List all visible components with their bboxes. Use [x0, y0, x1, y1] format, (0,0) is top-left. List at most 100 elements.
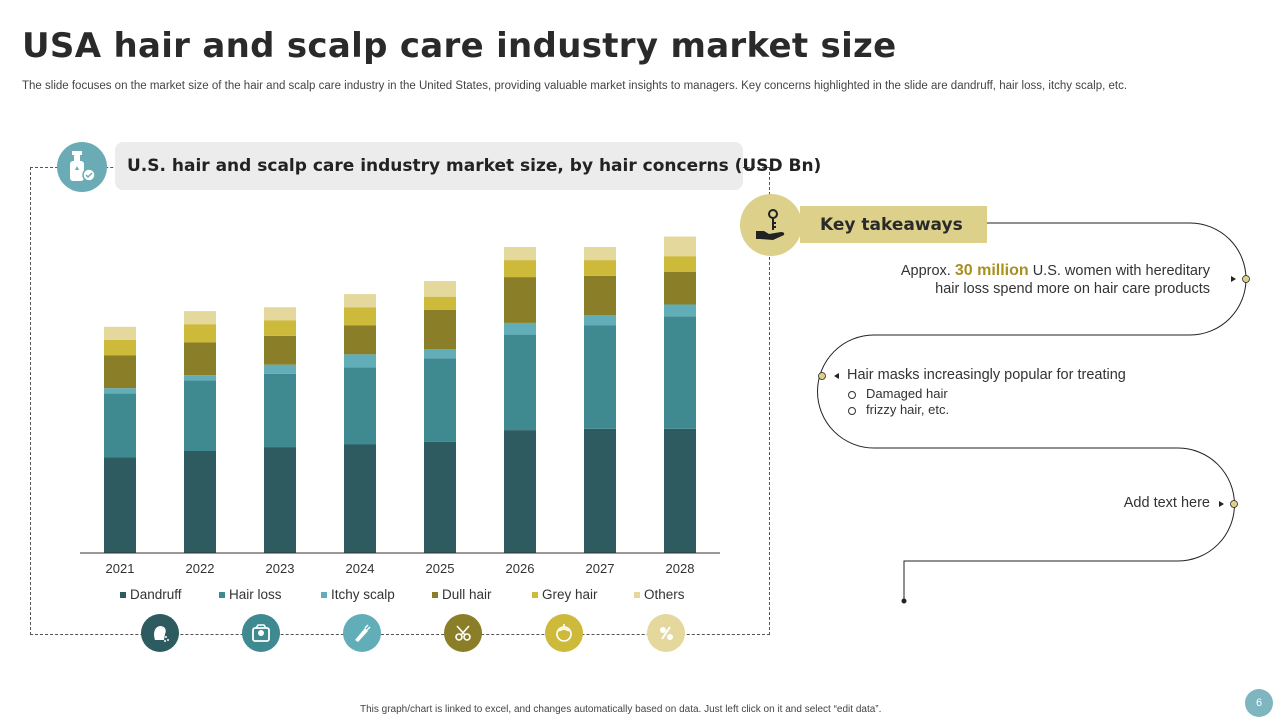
itchy-scalp-icon: [343, 614, 381, 652]
bar-segment-others-2027: [584, 247, 616, 261]
bar-segment-itchy-scalp-2024: [344, 354, 376, 368]
legend-label: Hair loss: [229, 587, 282, 602]
dandruff-icon: [141, 614, 179, 652]
legend-item-dandruff: Dandruff: [120, 587, 182, 602]
takeaway-2-subitem: frizzy hair, etc.: [848, 402, 949, 417]
legend-item-hair-loss: Hair loss: [219, 587, 282, 602]
legend-item-dull-hair: Dull hair: [432, 587, 492, 602]
shampoo-bottle-icon: [57, 142, 107, 192]
hand-key-icon: [740, 194, 802, 256]
bar-segment-grey-hair-2028: [664, 256, 696, 272]
x-tick-label: 2028: [666, 561, 695, 576]
bar-segment-others-2028: [664, 236, 696, 257]
bar-segment-dull-hair-2022: [184, 342, 216, 376]
bar-segment-hair-loss-2025: [424, 358, 456, 442]
hair-loss-icon: [242, 614, 280, 652]
bar-segment-dandruff-2025: [424, 441, 456, 553]
x-tick-label: 2025: [426, 561, 455, 576]
bar-segment-itchy-scalp-2021: [104, 388, 136, 394]
bar-segment-dandruff-2028: [664, 428, 696, 553]
legend-swatch: [321, 592, 327, 599]
key-takeaways-heading: Key takeaways: [820, 215, 963, 235]
legend-swatch: [532, 592, 538, 599]
bar-segment-dull-hair-2025: [424, 309, 456, 349]
bar-segment-others-2024: [344, 294, 376, 308]
bar-segment-others-2025: [424, 281, 456, 297]
legend-swatch: [120, 592, 126, 599]
bar-segment-hair-loss-2028: [664, 316, 696, 429]
bar-segment-grey-hair-2027: [584, 260, 616, 276]
bar-segment-itchy-scalp-2027: [584, 315, 616, 326]
bar-segment-dull-hair-2028: [664, 271, 696, 305]
bar-segment-itchy-scalp-2025: [424, 349, 456, 359]
takeaway-item-1: Approx. 30 million U.S. women with hered…: [880, 262, 1210, 298]
legend-label: Others: [644, 587, 685, 602]
others-icon: [647, 614, 685, 652]
takeaway-2-subitem: Damaged hair: [848, 386, 948, 401]
bar-segment-dull-hair-2027: [584, 275, 616, 315]
bar-segment-dull-hair-2023: [264, 335, 296, 365]
takeaway-1-suffix: U.S. women with hereditary hair loss spe…: [935, 263, 1210, 297]
bar-segment-hair-loss-2021: [104, 393, 136, 458]
bar-segment-hair-loss-2026: [504, 334, 536, 431]
bar-segment-grey-hair-2026: [504, 260, 536, 278]
legend-item-itchy-scalp: Itchy scalp: [321, 587, 395, 602]
bar-segment-grey-hair-2021: [104, 339, 136, 356]
takeaway-item-2: Hair masks increasingly popular for trea…: [847, 367, 1126, 383]
legend-label: Dull hair: [442, 587, 492, 602]
dull-hair-icon: [444, 614, 482, 652]
grey-hair-icon: [545, 614, 583, 652]
bar-segment-grey-hair-2024: [344, 307, 376, 326]
bar-segment-hair-loss-2023: [264, 373, 296, 447]
x-tick-label: 2027: [586, 561, 615, 576]
bar-segment-dull-hair-2021: [104, 355, 136, 389]
legend-label: Dandruff: [130, 587, 182, 602]
page-number: 6: [1245, 689, 1273, 717]
legend-item-others: Others: [634, 587, 685, 602]
bar-segment-itchy-scalp-2023: [264, 364, 296, 374]
x-tick-label: 2022: [186, 561, 215, 576]
bar-segment-dandruff-2024: [344, 444, 376, 553]
bar-segment-itchy-scalp-2026: [504, 322, 536, 335]
bar-segment-itchy-scalp-2022: [184, 375, 216, 381]
legend-label: Itchy scalp: [331, 587, 395, 602]
bar-segment-dandruff-2021: [104, 457, 136, 553]
legend-swatch: [634, 592, 640, 599]
slide-title: USA hair and scalp care industry market …: [22, 26, 897, 66]
chart-title-box: U.S. hair and scalp care industry market…: [115, 142, 821, 190]
bar-segment-dandruff-2027: [584, 428, 616, 553]
legend-swatch: [219, 592, 225, 599]
bar-segment-dull-hair-2026: [504, 277, 536, 323]
bullet-icon: [848, 390, 856, 399]
takeaway-item-3: Add text here: [1123, 495, 1210, 511]
x-tick-label: 2026: [506, 561, 535, 576]
takeaway-2-subitem-text: frizzy hair, etc.: [866, 402, 950, 417]
bar-segment-itchy-scalp-2028: [664, 304, 696, 317]
x-tick-label: 2024: [346, 561, 375, 576]
bar-segment-grey-hair-2023: [264, 320, 296, 336]
chart-footnote: This graph/chart is linked to excel, and…: [360, 704, 882, 715]
key-takeaways-header: Key takeaways: [800, 206, 987, 243]
bar-segment-dandruff-2023: [264, 447, 296, 553]
bar-segment-others-2021: [104, 326, 136, 340]
bar-segment-dull-hair-2024: [344, 325, 376, 355]
bar-segment-grey-hair-2022: [184, 324, 216, 343]
legend-label: Grey hair: [542, 587, 598, 602]
chart-title: U.S. hair and scalp care industry market…: [127, 156, 822, 176]
bar-segment-others-2022: [184, 311, 216, 325]
bar-segment-grey-hair-2025: [424, 296, 456, 310]
takeaway-2-subitem-text: Damaged hair: [866, 386, 948, 401]
legend-item-grey-hair: Grey hair: [532, 587, 598, 602]
bar-segment-others-2023: [264, 307, 296, 321]
x-tick-label: 2021: [106, 561, 135, 576]
takeaway-1-highlight: 30 million: [954, 262, 1029, 279]
bar-segment-dandruff-2026: [504, 430, 536, 553]
bar-segment-hair-loss-2022: [184, 380, 216, 451]
bar-segment-hair-loss-2024: [344, 367, 376, 445]
x-tick-label: 2023: [266, 561, 295, 576]
bar-segment-hair-loss-2027: [584, 325, 616, 429]
slide-subtitle: The slide focuses on the market size of …: [22, 80, 1128, 92]
bar-segment-dandruff-2022: [184, 451, 216, 553]
